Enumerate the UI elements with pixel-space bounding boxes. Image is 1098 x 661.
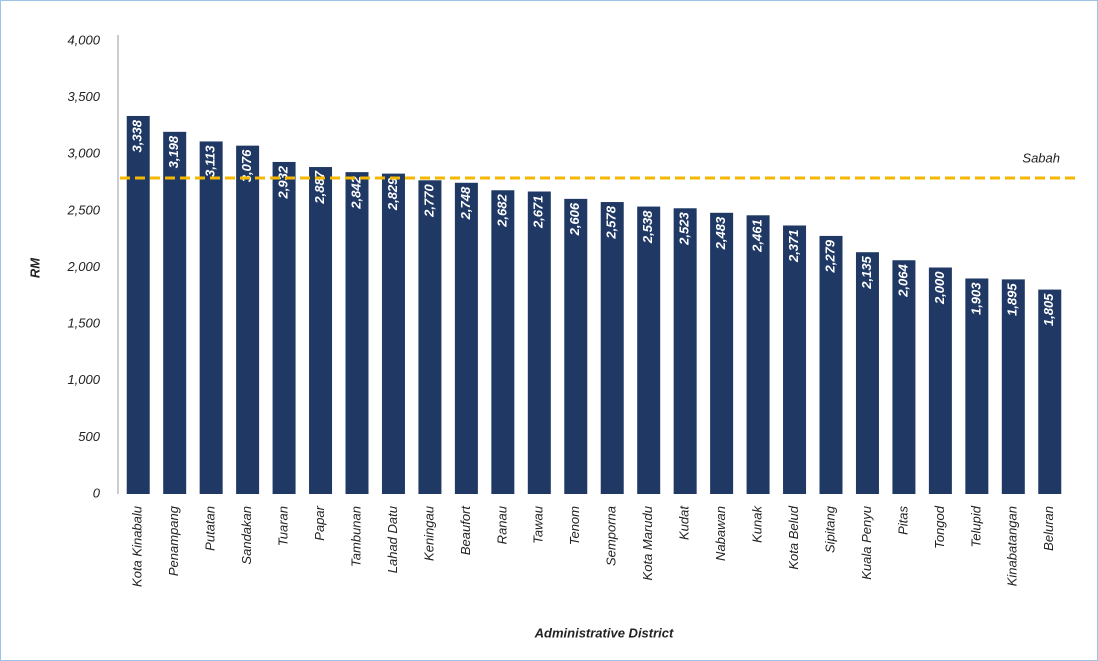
bar xyxy=(491,190,515,495)
bar xyxy=(126,115,150,494)
value-label: 1,805 xyxy=(1041,293,1056,326)
x-tick-label: Tambunan xyxy=(348,506,363,567)
x-tick-label: Telupid xyxy=(968,505,983,547)
bar xyxy=(309,167,333,495)
x-tick-label: Tenom xyxy=(567,506,582,545)
x-tick-label: Beluran xyxy=(1041,506,1056,551)
bar xyxy=(710,212,734,495)
value-label: 2,578 xyxy=(604,205,619,239)
x-tick-label: Putatan xyxy=(203,506,218,551)
bar xyxy=(199,141,223,494)
value-label: 2,671 xyxy=(531,196,546,230)
y-tick-label: 4,000 xyxy=(67,32,100,47)
value-label: 2,483 xyxy=(713,216,728,250)
value-label: 2,770 xyxy=(421,184,436,218)
value-label: 2,887 xyxy=(312,170,327,204)
bar xyxy=(965,278,989,494)
x-tick-label: Kota Kinabalu xyxy=(130,506,145,587)
value-label: 2,606 xyxy=(567,202,582,236)
y-tick-label: 3,000 xyxy=(67,146,100,161)
value-label: 2,064 xyxy=(895,263,910,297)
bar xyxy=(236,145,260,494)
bar xyxy=(1001,279,1025,494)
x-tick-label: Keningau xyxy=(421,506,436,561)
bar xyxy=(783,225,807,494)
value-label: 3,113 xyxy=(203,145,218,177)
value-label: 2,523 xyxy=(677,212,692,246)
x-tick-label: Beaufort xyxy=(458,505,473,556)
value-label: 1,895 xyxy=(1005,283,1020,316)
x-tick-label: Kudat xyxy=(677,505,692,540)
value-label: 2,829 xyxy=(385,177,400,211)
y-axis-title: RM xyxy=(27,257,42,278)
x-tick-label: Kota Marudu xyxy=(640,506,655,580)
y-tick-label: 3,500 xyxy=(67,89,100,104)
x-tick-label: Ranau xyxy=(494,506,509,544)
bar xyxy=(418,180,442,495)
bar xyxy=(855,252,879,494)
x-axis-title: Administrative District xyxy=(534,625,674,640)
bar xyxy=(673,208,697,494)
bar xyxy=(345,172,369,494)
y-tick-label: 2,500 xyxy=(66,202,100,217)
y-tick-label: 1,000 xyxy=(67,372,100,387)
bar xyxy=(454,182,478,494)
value-label: 3,338 xyxy=(130,119,145,152)
x-tick-label: Tongod xyxy=(932,505,947,549)
x-tick-label: Kota Belud xyxy=(786,505,801,569)
x-tick-label: Penampang xyxy=(166,505,181,576)
y-tick-label: 2,000 xyxy=(66,259,100,274)
bar xyxy=(819,235,843,494)
x-tick-label: Semporna xyxy=(604,506,619,566)
value-label: 2,371 xyxy=(786,229,801,263)
x-tick-label: Lahad Datu xyxy=(385,506,400,573)
bar xyxy=(637,206,661,494)
bar xyxy=(381,173,405,494)
y-tick-label: 0 xyxy=(93,485,101,500)
x-tick-label: Tuaran xyxy=(276,506,291,546)
x-tick-label: Sipitang xyxy=(822,505,837,553)
value-label: 2,682 xyxy=(494,194,509,228)
value-label: 2,135 xyxy=(859,255,874,289)
reference-label: Sabah xyxy=(1022,150,1060,165)
bar xyxy=(564,198,588,495)
value-label: 2,748 xyxy=(458,186,473,220)
value-label: 2,932 xyxy=(276,165,291,199)
x-tick-label: Papar xyxy=(312,505,327,540)
bar xyxy=(163,131,187,494)
y-tick-label: 1,500 xyxy=(67,316,100,331)
value-label: 2,538 xyxy=(640,210,655,244)
bar xyxy=(527,191,551,494)
value-label: 1,903 xyxy=(968,282,983,315)
x-tick-label: Pitas xyxy=(895,506,910,535)
value-label: 2,279 xyxy=(822,239,837,273)
value-label: 2,000 xyxy=(932,271,947,305)
value-label: 2,842 xyxy=(348,175,363,209)
value-label: 3,076 xyxy=(239,149,254,182)
bar xyxy=(928,267,952,494)
value-label: 2,461 xyxy=(750,219,765,253)
x-tick-label: Tawau xyxy=(531,506,546,544)
x-tick-label: Sandakan xyxy=(239,506,254,565)
x-tick-label: Kunak xyxy=(750,505,765,543)
bar xyxy=(600,202,624,494)
x-tick-label: Nabawan xyxy=(713,506,728,561)
value-label: 3,198 xyxy=(166,135,181,168)
bar xyxy=(892,260,916,494)
bar xyxy=(272,161,296,495)
y-tick-label: 500 xyxy=(78,429,100,444)
bar xyxy=(1038,289,1062,494)
x-tick-label: Kinabatangan xyxy=(1005,506,1020,586)
x-tick-label: Kuala Penyu xyxy=(859,506,874,580)
bar xyxy=(746,215,770,494)
